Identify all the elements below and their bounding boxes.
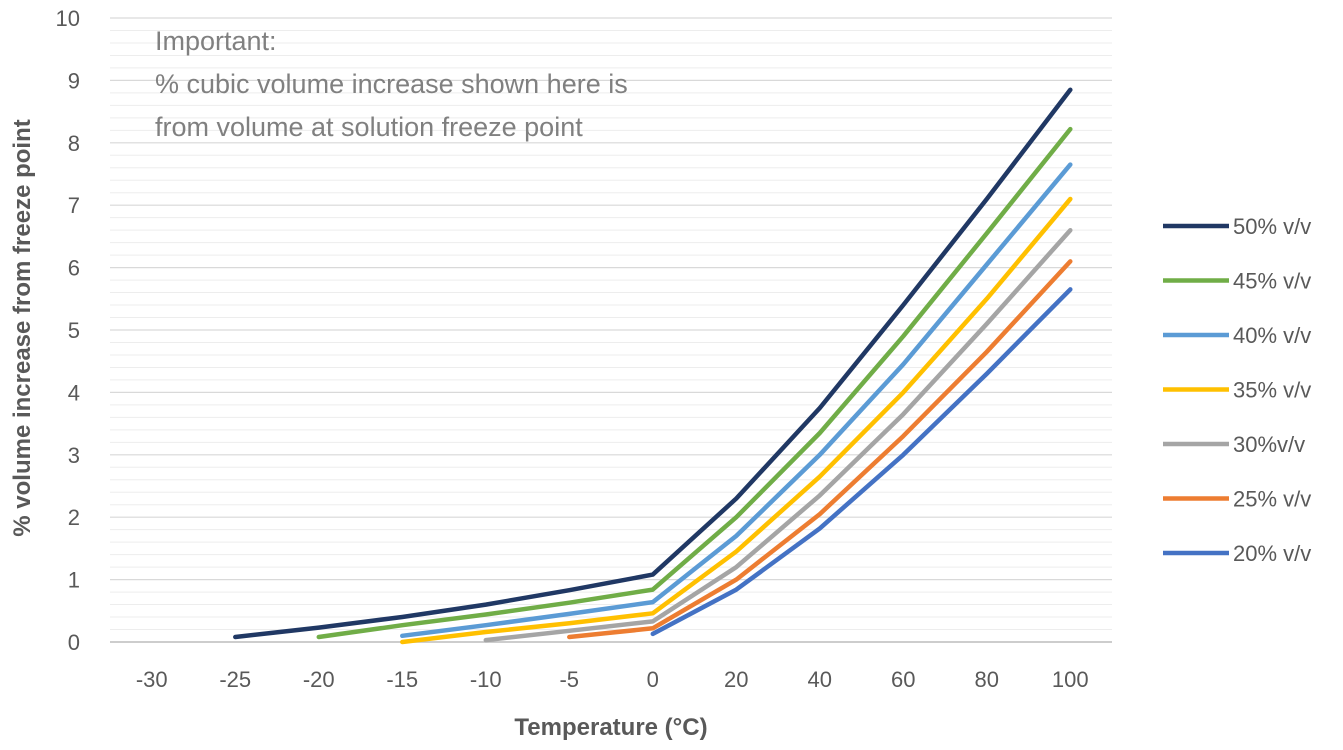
series-lines	[233, 87, 1073, 645]
y-tick-label: 4	[68, 380, 80, 405]
annotation-line: from volume at solution freeze point	[155, 112, 583, 142]
annotation-line: Important:	[155, 26, 277, 56]
series-line	[400, 196, 1073, 645]
series-line	[233, 87, 1073, 640]
y-tick-label: 10	[56, 6, 80, 31]
x-tick-label: 80	[975, 667, 999, 692]
y-tick-label: 8	[68, 131, 80, 156]
series-line	[650, 287, 1073, 637]
x-tick-label: -5	[559, 667, 579, 692]
grid	[110, 17, 1112, 643]
series-line	[483, 227, 1073, 643]
axes: 0 1 2 3 4 5 6 7 8 9 10 -30 -25 -20 -15 -10 -5 0 20 40 60 80 10…	[56, 6, 1112, 692]
x-tick-label: -25	[219, 667, 251, 692]
legend-label: 45% v/v	[1233, 269, 1311, 294]
y-tick-label: 0	[68, 630, 80, 655]
legend-label: 50% v/v	[1233, 214, 1311, 239]
x-tick-label: 0	[647, 667, 659, 692]
y-tick-label: 7	[68, 193, 80, 218]
annotation-line: % cubic volume increase shown here is	[155, 69, 628, 99]
y-tick-label: 6	[68, 256, 80, 281]
legend: 50% v/v 45% v/v 40% v/v 35% v/v 30%v/v 25% v/…	[1163, 214, 1311, 566]
annotation: Important: % cubic volume increase shown …	[155, 26, 628, 142]
legend-label: 35% v/v	[1233, 378, 1311, 403]
y-tick-label: 1	[68, 568, 80, 593]
y-tick-label: 9	[68, 68, 80, 93]
y-axis-title: % volume increase from freeze point	[9, 119, 36, 536]
y-tick-label: 2	[68, 505, 80, 530]
x-axis-title: Temperature (°C)	[514, 714, 707, 741]
y-tick-label: 5	[68, 318, 80, 343]
x-tick-label: -30	[136, 667, 168, 692]
series-line	[316, 126, 1073, 640]
x-tick-label: -10	[470, 667, 502, 692]
y-tick-label: 3	[68, 443, 80, 468]
x-tick-label: 20	[724, 667, 748, 692]
legend-label: 20% v/v	[1233, 541, 1311, 566]
x-tick-label: 40	[808, 667, 832, 692]
legend-label: 30%v/v	[1233, 432, 1305, 457]
x-tick-label: -20	[303, 667, 335, 692]
legend-label: 40% v/v	[1233, 323, 1311, 348]
legend-label: 25% v/v	[1233, 487, 1311, 512]
x-tick-label: 60	[891, 667, 915, 692]
series-line	[567, 259, 1073, 640]
x-tick-label: -15	[386, 667, 418, 692]
series-line	[400, 162, 1073, 639]
x-tick-label: 100	[1052, 667, 1089, 692]
